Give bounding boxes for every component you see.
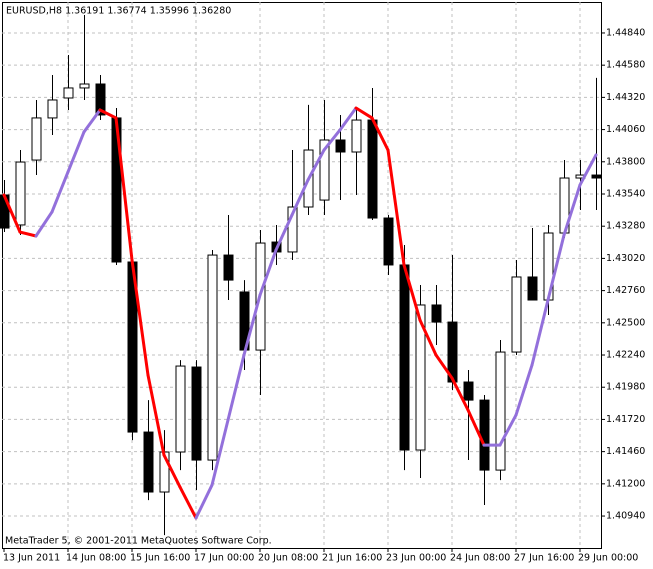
y-tick-label: 1.42240	[606, 350, 645, 361]
y-tick-label: 1.44060	[606, 124, 645, 135]
indicator-line	[434, 353, 454, 380]
candle-body	[511, 276, 522, 353]
indicator-line	[274, 213, 294, 252]
indicator-line	[194, 483, 214, 520]
indicator-line	[178, 485, 198, 520]
candle-body	[415, 304, 426, 451]
candle-body	[591, 174, 602, 179]
indicator-line	[34, 210, 54, 238]
x-tick-label: 24 Jun 08:00	[450, 553, 510, 564]
y-tick-label: 1.43800	[606, 156, 645, 167]
indicator-line	[242, 293, 262, 357]
y-tick-label: 1.43280	[606, 221, 645, 232]
indicator-line	[98, 108, 118, 120]
indicator-line	[306, 148, 326, 182]
y-tick-label: 1.41720	[606, 414, 645, 425]
candle-body	[351, 119, 362, 153]
candle-body	[47, 99, 58, 119]
indicator-line	[258, 248, 278, 297]
candle-body	[191, 366, 202, 461]
indicator-line	[450, 376, 470, 412]
indicator-line	[226, 353, 246, 422]
y-tick-label: 1.40940	[606, 511, 645, 522]
y-tick-label: 1.42500	[606, 317, 645, 328]
candle-body	[367, 119, 378, 219]
candle-body	[431, 304, 442, 323]
indicator-line	[466, 408, 486, 447]
candle-body	[31, 117, 42, 161]
x-tick-label: 17 Jun 00:00	[194, 553, 254, 564]
candle-body	[287, 206, 298, 253]
x-tick-label: 13 Jun 2011	[3, 553, 60, 564]
y-tick-label: 1.44840	[606, 27, 645, 38]
candle-body	[207, 254, 218, 461]
y-tick-label: 1.41980	[606, 382, 645, 393]
y-tick-label: 1.44580	[606, 60, 645, 71]
indicator-line	[18, 230, 38, 238]
x-tick-label: 15 Jun 16:00	[130, 553, 190, 564]
indicator-line	[514, 363, 534, 417]
x-tick-label: 21 Jun 16:00	[322, 553, 382, 564]
candle-body	[223, 254, 234, 281]
x-tick-label: 29 Jun 00:00	[578, 553, 638, 564]
indicator-line	[2, 193, 22, 234]
indicator-line	[418, 318, 438, 357]
x-tick-label: 27 Jun 16:00	[514, 553, 574, 564]
annotation: MetaTrader 5, © 2001-2011 MetaQuotes Sof…	[5, 536, 272, 547]
indicator-line	[546, 233, 566, 302]
indicator-line	[290, 178, 310, 217]
candle-body	[63, 87, 74, 99]
indicator-line	[322, 128, 342, 152]
indicator-line	[530, 298, 550, 367]
candle-body	[399, 264, 410, 451]
y-tick-label: 1.44320	[606, 92, 645, 103]
candle-body	[95, 83, 106, 116]
y-tick-label: 1.42760	[606, 285, 645, 296]
candle-body	[479, 399, 490, 471]
y-tick-label: 1.43020	[606, 253, 645, 264]
indicator-line	[354, 106, 374, 120]
candle-body	[383, 217, 394, 266]
indicator-line	[66, 130, 86, 174]
candle-body	[79, 83, 90, 89]
indicator-line	[210, 418, 230, 487]
x-tick-label: 23 Jun 00:00	[386, 553, 446, 564]
indicator-line	[82, 108, 102, 134]
indicator-line	[562, 183, 582, 237]
x-tick-label: 14 Jun 08:00	[66, 553, 126, 564]
y-tick-label: 1.43540	[606, 188, 645, 199]
y-tick-label: 1.41460	[606, 446, 645, 457]
candle-body	[495, 351, 506, 471]
indicator-line	[370, 116, 390, 152]
indicator-line	[114, 116, 134, 262]
candle-body	[143, 431, 154, 493]
indicator-line	[162, 453, 182, 489]
chart-title: EURUSD,H8 1.36191 1.36774 1.35996 1.3628…	[6, 6, 231, 17]
marks	[0, 15, 602, 536]
x-tick-label: 20 Jun 08:00	[258, 553, 318, 564]
candle-body	[175, 365, 186, 453]
candle-body	[319, 139, 330, 201]
indicator-line	[498, 413, 518, 447]
indicator-line	[130, 258, 150, 377]
plot-frame	[2, 2, 602, 549]
indicator-line	[402, 263, 422, 322]
indicator-line	[50, 170, 70, 214]
y-tick-label: 1.41200	[606, 478, 645, 489]
candle-body	[15, 161, 26, 226]
indicator-line	[338, 106, 358, 132]
candle-body	[463, 381, 474, 401]
indicator-line	[386, 148, 406, 267]
candle-body	[335, 139, 346, 153]
indicator-line	[146, 373, 166, 457]
candle-body	[527, 276, 538, 301]
indicator-line	[578, 153, 598, 187]
